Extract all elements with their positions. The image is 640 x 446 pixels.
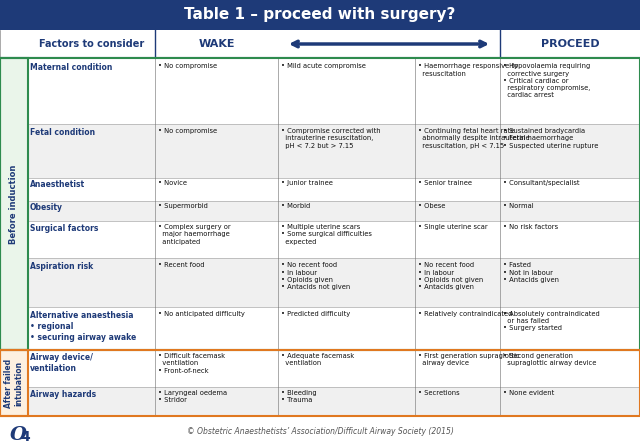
Text: 4: 4 [20,430,30,444]
Bar [28,58,640,124]
Bar [28,201,640,221]
Text: • Senior trainee: • Senior trainee [418,180,472,186]
Text: • Morbid: • Morbid [281,203,310,209]
Text: • Supermorbid: • Supermorbid [158,203,208,209]
Text: WAKE: WAKE [198,39,235,49]
Bar [28,307,640,350]
Text: • No recent food
• In labour
• Opioids not given
• Antacids given: • No recent food • In labour • Opioids n… [418,262,483,290]
Text: Maternal condition: Maternal condition [30,63,113,72]
Bar [0,350,640,416]
Text: • Multiple uterine scars
• Some surgical difficulties
  expected: • Multiple uterine scars • Some surgical… [281,224,372,245]
Text: Before induction: Before induction [10,165,19,244]
Text: • Absolutely contraindicated
  or has failed
• Surgery started: • Absolutely contraindicated or has fail… [503,310,600,331]
Bar [28,221,640,259]
Text: • No compromise: • No compromise [158,128,217,134]
Text: O: O [10,426,26,444]
Text: • Adequate facemask
  ventilation: • Adequate facemask ventilation [281,353,355,366]
Text: • Secretions: • Secretions [418,390,460,396]
Text: • No recent food
• In labour
• Opioids given
• Antacids not given: • No recent food • In labour • Opioids g… [281,262,350,290]
Text: Obesity: Obesity [30,203,63,212]
Text: • Compromise corrected with
  intrauterine resuscitation,
  pH < 7.2 but > 7.15: • Compromise corrected with intrauterine… [281,128,381,149]
Text: • Normal: • Normal [503,203,534,209]
Bar [28,124,640,178]
Text: • Predicted difficulty: • Predicted difficulty [281,310,350,317]
Text: • Difficult facemask
  ventilation
• Front-of-neck: • Difficult facemask ventilation • Front… [158,353,225,374]
Bar [28,259,640,307]
Bar [28,388,640,416]
Text: • Fasted
• Not in labour
• Antacids given: • Fasted • Not in labour • Antacids give… [503,262,559,283]
Text: © Obstetric Anaesthetists’ Association/Difficult Airway Society (2015): © Obstetric Anaesthetists’ Association/D… [187,426,453,435]
Text: Airway hazards: Airway hazards [30,390,96,399]
Text: Fetal condition: Fetal condition [30,128,95,137]
Text: • Mild acute compromise: • Mild acute compromise [281,63,366,69]
Text: • Consultant/specialist: • Consultant/specialist [503,180,579,186]
Text: • Junior trainee: • Junior trainee [281,180,333,186]
Text: Surgical factors: Surgical factors [30,224,99,233]
Text: • Single uterine scar: • Single uterine scar [418,224,488,230]
Text: • Obese: • Obese [418,203,445,209]
Text: • Novice: • Novice [158,180,187,186]
Text: Anaesthetist: Anaesthetist [30,180,85,189]
Text: • Bleeding
• Trauma: • Bleeding • Trauma [281,390,317,403]
Text: • Continuing fetal heart rate
  abnormally despite intrauterine
  resuscitation,: • Continuing fetal heart rate abnormally… [418,128,530,149]
Text: • Laryngeal oedema
• Stridor: • Laryngeal oedema • Stridor [158,390,227,403]
Text: Alternative anaesthesia
• regional
• securing airway awake: Alternative anaesthesia • regional • sec… [30,310,136,342]
Text: • Complex surgery or
  major haemorrhage
  anticipated: • Complex surgery or major haemorrhage a… [158,224,231,245]
Text: Table 1 – proceed with surgery?: Table 1 – proceed with surgery? [184,8,456,22]
Text: Factors to consider: Factors to consider [39,39,144,49]
Bar [0,58,640,350]
Text: • Hypovolaemia requiring
  corrective surgery
• Critical cardiac or
  respirator: • Hypovolaemia requiring corrective surg… [503,63,590,98]
Text: Airway device/
ventilation: Airway device/ ventilation [30,353,93,373]
Text: PROCEED: PROCEED [541,39,599,49]
Text: • None evident: • None evident [503,390,554,396]
Bar [28,350,640,388]
Bar [28,178,640,201]
Text: • No compromise: • No compromise [158,63,217,69]
Text: • Recent food: • Recent food [158,262,205,268]
Text: • Second generation
  supraglottic airway device: • Second generation supraglottic airway … [503,353,596,366]
Text: Aspiration risk: Aspiration risk [30,262,93,271]
Bar [0,350,28,416]
Bar [0,58,28,350]
Text: • First generation supraglottic
  airway device: • First generation supraglottic airway d… [418,353,520,366]
Bar [0,0,640,30]
Text: • No anticipated difficulty: • No anticipated difficulty [158,310,245,317]
Bar [0,30,640,58]
Text: • Sustained bradycardia
• Fetal haemorrhage
• Suspected uterine rupture: • Sustained bradycardia • Fetal haemorrh… [503,128,598,149]
Text: • Relatively contraindicated: • Relatively contraindicated [418,310,513,317]
Text: • Haemorrhage responsive to
  resuscitation: • Haemorrhage responsive to resuscitatio… [418,63,518,77]
Text: After failed
intubation: After failed intubation [4,359,24,408]
Text: • No risk factors: • No risk factors [503,224,558,230]
